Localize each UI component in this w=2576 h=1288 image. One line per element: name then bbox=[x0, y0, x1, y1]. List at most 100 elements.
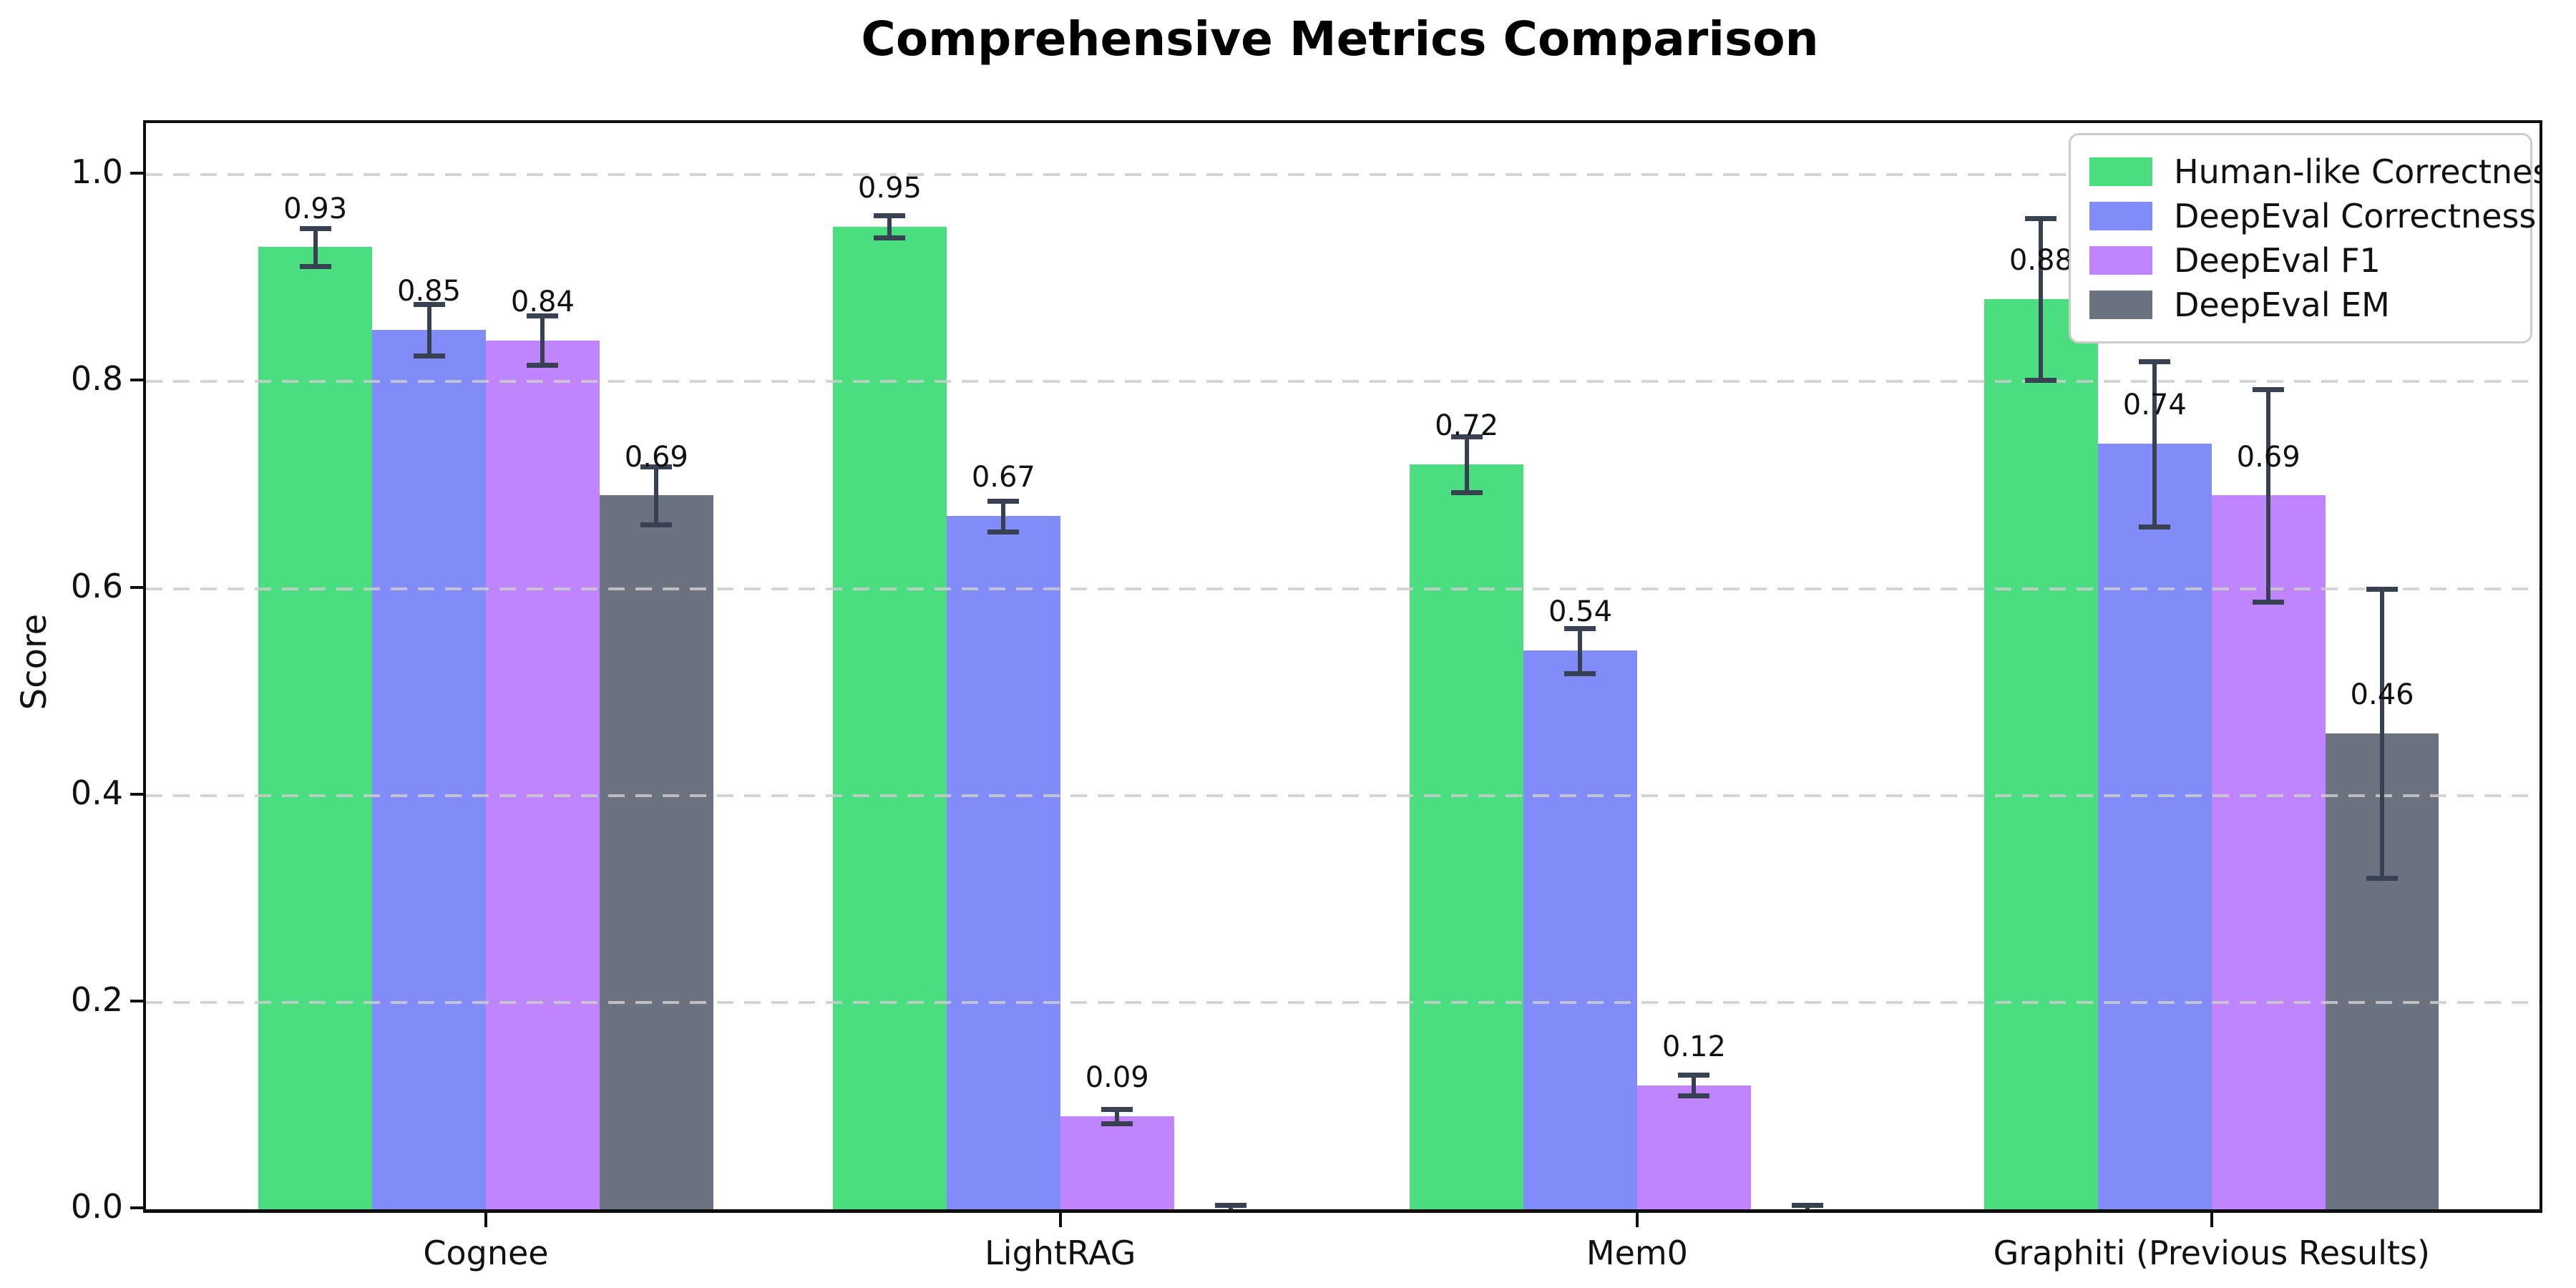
x-tick-mark bbox=[2210, 1213, 2213, 1227]
error-bar bbox=[2380, 588, 2385, 879]
error-bar-cap-bottom bbox=[1792, 1211, 1823, 1213]
x-tick-mark bbox=[484, 1213, 487, 1227]
error-bar-cap-bottom bbox=[413, 353, 445, 359]
bar-value-label: 0.69 bbox=[624, 440, 688, 474]
bar-value-label: 0.67 bbox=[971, 461, 1035, 494]
error-bar-cap-bottom bbox=[1101, 1121, 1133, 1126]
error-bar-cap-top bbox=[2139, 358, 2171, 364]
y-tick-label: 0.6 bbox=[70, 566, 123, 605]
error-bar bbox=[1464, 436, 1469, 493]
x-tick-mark bbox=[1635, 1213, 1639, 1227]
error-bar-cap-bottom bbox=[874, 235, 906, 241]
bar-human-like-correctness-1 bbox=[258, 247, 373, 1209]
gridline-0.6 bbox=[146, 587, 2540, 590]
bar-value-label: 0.88 bbox=[2009, 243, 2073, 277]
bar-value-label: 0.54 bbox=[1548, 595, 1613, 629]
y-tick-mark bbox=[130, 172, 143, 175]
x-tick-label: Graphiti (Previous Results) bbox=[1993, 1234, 2430, 1272]
bar-value-label: 0.93 bbox=[283, 192, 348, 225]
legend-item: DeepEval F1 bbox=[2089, 238, 2512, 283]
error-bar bbox=[887, 215, 892, 238]
bar-deepeval-correctness-4 bbox=[2097, 444, 2212, 1209]
error-bar-cap-bottom bbox=[527, 363, 559, 369]
error-bar bbox=[1001, 500, 1006, 532]
y-tick-mark bbox=[130, 379, 143, 382]
error-bar-cap-bottom bbox=[2139, 524, 2171, 530]
legend-swatch-icon bbox=[2089, 246, 2152, 275]
error-bar-cap-top bbox=[640, 464, 673, 469]
bar-human-like-correctness-4 bbox=[1984, 298, 2098, 1209]
plot-area: Human-like Correctness DeepEval Correctne… bbox=[143, 120, 2542, 1213]
error-bar-cap-bottom bbox=[2253, 600, 2285, 605]
error-bar-cap-bottom bbox=[2366, 876, 2399, 882]
error-bar-cap-top bbox=[2025, 216, 2057, 221]
y-tick-mark bbox=[130, 999, 143, 1002]
legend-swatch-icon bbox=[2089, 157, 2152, 186]
legend-item-label: DeepEval EM bbox=[2174, 286, 2390, 324]
error-bar bbox=[2266, 389, 2271, 602]
error-bar bbox=[1692, 1075, 1697, 1096]
error-bar-cap-top bbox=[1792, 1203, 1824, 1209]
error-bar bbox=[2039, 218, 2044, 380]
bar-deepeval-em-1 bbox=[599, 495, 713, 1209]
error-bar bbox=[2152, 361, 2157, 527]
error-bar-cap-top bbox=[1215, 1203, 1247, 1209]
error-bar-cap-bottom bbox=[1215, 1211, 1246, 1213]
y-tick-mark bbox=[130, 1206, 143, 1209]
bar-deepeval-correctness-1 bbox=[372, 330, 486, 1209]
bar-value-label: 0.12 bbox=[1662, 1030, 1726, 1063]
x-tick-label: Mem0 bbox=[1586, 1234, 1688, 1272]
error-bar bbox=[654, 466, 659, 525]
gridline-0.4 bbox=[146, 794, 2540, 797]
bar-value-label: 0.74 bbox=[2122, 389, 2187, 422]
legend-item: DeepEval EM bbox=[2089, 283, 2512, 327]
bar-human-like-correctness-3 bbox=[1410, 464, 1524, 1209]
error-bar bbox=[1115, 1108, 1120, 1123]
y-tick-label: 0.8 bbox=[70, 359, 123, 399]
bar-value-label: 0.09 bbox=[1085, 1060, 1149, 1094]
legend-item-label: DeepEval F1 bbox=[2174, 241, 2381, 280]
y-tick-label: 0.0 bbox=[70, 1187, 123, 1226]
bar-value-label: 0.95 bbox=[857, 171, 922, 205]
error-bar-cap-top bbox=[987, 498, 1020, 504]
x-tick-label: LightRAG bbox=[985, 1234, 1136, 1272]
bar-value-label: 0.72 bbox=[1435, 409, 1499, 443]
error-bar bbox=[540, 315, 545, 366]
legend-swatch-icon bbox=[2089, 202, 2152, 230]
error-bar-cap-top bbox=[1101, 1106, 1133, 1112]
legend-item-label: Human-like Correctness bbox=[2174, 152, 2542, 191]
bar-deepeval-f1-4 bbox=[2211, 495, 2326, 1209]
legend-swatch-icon bbox=[2089, 291, 2152, 319]
bar-deepeval-f1-1 bbox=[485, 340, 600, 1209]
gridline-0.2 bbox=[146, 1000, 2540, 1004]
y-tick-label: 0.4 bbox=[70, 773, 123, 812]
y-axis-label: Score bbox=[14, 613, 54, 711]
error-bar-cap-top bbox=[2366, 586, 2399, 592]
error-bar-cap-bottom bbox=[1564, 671, 1596, 677]
x-tick-mark bbox=[1058, 1213, 1062, 1227]
error-bar-cap-top bbox=[1564, 625, 1596, 631]
x-tick-label: Cognee bbox=[423, 1234, 549, 1272]
error-bar-cap-bottom bbox=[987, 530, 1020, 535]
legend-item: DeepEval Correctness bbox=[2089, 194, 2536, 238]
bar-value-label: 0.85 bbox=[397, 275, 462, 308]
legend-item-label: DeepEval Correctness bbox=[2174, 197, 2537, 235]
error-bar-cap-top bbox=[1450, 434, 1483, 440]
legend: Human-like Correctness DeepEval Correctne… bbox=[2069, 133, 2540, 343]
error-bar-cap-top bbox=[874, 213, 906, 218]
y-tick-mark bbox=[130, 792, 143, 796]
error-bar-cap-top bbox=[527, 313, 559, 318]
gridline-0.8 bbox=[146, 380, 2540, 384]
error-bar bbox=[313, 228, 318, 266]
bar-deepeval-f1-3 bbox=[1636, 1085, 1751, 1209]
gridline-1.0 bbox=[146, 173, 2540, 177]
y-tick-mark bbox=[130, 585, 143, 589]
bar-deepeval-correctness-2 bbox=[946, 516, 1060, 1209]
error-bar bbox=[426, 304, 431, 356]
bar-deepeval-f1-2 bbox=[1060, 1116, 1174, 1209]
error-bar-cap-top bbox=[299, 226, 331, 232]
error-bar-cap-bottom bbox=[2025, 377, 2057, 383]
bar-human-like-correctness-2 bbox=[833, 226, 947, 1209]
error-bar bbox=[1578, 628, 1583, 674]
